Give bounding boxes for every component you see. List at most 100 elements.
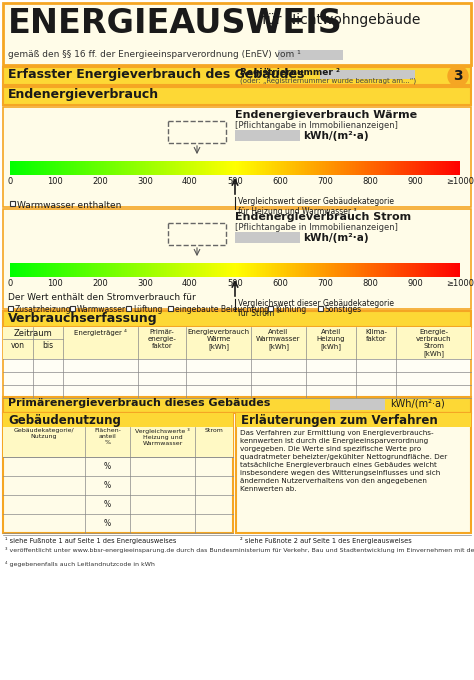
Bar [3,413,233,427]
Bar [457,161,459,175]
Bar [142,263,144,277]
Bar [194,161,197,175]
Text: 800: 800 [362,279,378,288]
Bar [277,161,279,175]
Bar [330,399,385,410]
Bar [262,263,264,277]
Bar [205,161,207,175]
Bar [235,232,300,243]
Text: Primärenergieverbrauch dieses Gebäudes: Primärenergieverbrauch dieses Gebäudes [8,398,270,408]
Bar [261,263,263,277]
Text: 600: 600 [272,177,288,186]
Bar [350,161,353,175]
Bar [99,263,100,277]
Bar [315,263,317,277]
Bar [3,327,471,359]
Text: 300: 300 [137,279,153,288]
Bar [81,263,82,277]
Bar [64,263,66,277]
Bar [255,263,256,277]
Text: 900: 900 [407,177,423,186]
Text: 700: 700 [317,177,333,186]
Bar [337,161,339,175]
Bar [16,263,18,277]
Bar [328,263,330,277]
Bar [241,161,243,175]
Bar [25,263,27,277]
Bar [118,263,120,277]
Bar [246,263,247,277]
Bar [3,327,471,397]
Bar [368,263,371,277]
Bar [51,263,53,277]
Text: Kühlung: Kühlung [275,305,306,314]
Bar [291,161,292,175]
Bar [202,263,204,277]
Bar [332,263,335,277]
Bar [158,263,161,277]
Bar [228,263,229,277]
Bar [126,161,128,175]
Bar [288,263,290,277]
Bar [329,161,331,175]
Bar [417,161,419,175]
Bar [24,263,26,277]
Bar [246,161,247,175]
Bar [182,263,184,277]
Bar [203,263,206,277]
Bar [229,263,231,277]
Bar [3,209,471,309]
Bar [54,263,55,277]
Bar [302,263,304,277]
Bar [280,263,282,277]
Bar [29,263,31,277]
Bar [157,263,159,277]
Bar [301,263,303,277]
Bar [3,107,471,207]
Bar [234,161,236,175]
Text: von: von [11,341,25,350]
Bar [112,263,114,277]
Bar [376,263,378,277]
Bar [149,161,152,175]
Bar [190,263,192,277]
Bar [38,161,40,175]
Bar [72,263,73,277]
Bar [382,263,384,277]
Bar [133,161,135,175]
Bar [31,263,33,277]
Bar [117,161,118,175]
Bar [347,161,349,175]
Bar [304,161,306,175]
Bar [438,263,439,277]
Bar [367,263,369,277]
Bar [311,161,313,175]
Bar [20,263,22,277]
Bar [117,263,118,277]
Bar [268,306,273,311]
Bar [346,263,348,277]
Bar [115,263,117,277]
Bar [300,161,301,175]
Bar [55,263,57,277]
Bar [320,70,415,79]
Bar [424,161,426,175]
Bar [223,263,225,277]
Bar [52,161,54,175]
Bar [400,161,402,175]
Bar [401,161,403,175]
Bar [122,161,125,175]
Text: bis: bis [43,341,54,350]
Bar [439,161,441,175]
Bar [365,161,367,175]
Bar [118,161,120,175]
Bar [334,263,336,277]
Bar [149,263,152,277]
Bar [383,161,385,175]
Bar [20,161,22,175]
Bar [377,263,380,277]
Bar [119,263,121,277]
Bar [49,161,51,175]
Bar [210,161,211,175]
Bar [65,263,67,277]
